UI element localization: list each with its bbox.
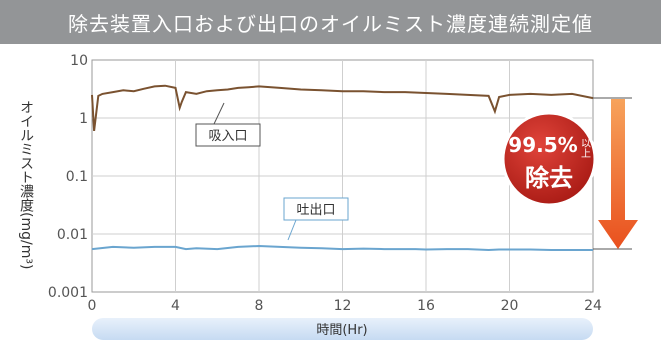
y-tick-label: 10: [70, 53, 88, 69]
outlet-callout: 吐出口: [283, 197, 349, 241]
y-tick-label: 1: [79, 111, 88, 127]
reduction-arrow: [598, 99, 638, 249]
y-tick-label: 0.1: [66, 169, 88, 185]
y-tick-label: 0.01: [57, 227, 88, 243]
y-axis-title: オイルミスト濃度(mg/m³): [18, 100, 34, 269]
x-axis-title-bar: [92, 318, 593, 340]
x-axis-title: 時間(Hr): [316, 323, 367, 338]
x-tick-label: 0: [88, 298, 97, 314]
reduction-badge: 99.5% 以上 除去: [501, 111, 597, 207]
y-tick-label: 0.001: [48, 285, 88, 301]
y-ticks: 10 1 0.1 0.01 0.001: [48, 53, 88, 301]
outlet-label: 吐出口: [296, 203, 335, 218]
inlet-label: 吸入口: [208, 129, 247, 144]
series-line-outlet: [91, 244, 593, 252]
series-line-inlet: [91, 84, 594, 132]
reduction-value: 99.5%: [508, 133, 577, 157]
x-tick-label: 12: [334, 298, 352, 314]
inlet-callout: 吸入口: [195, 102, 261, 147]
reduction-suffix: 以上: [579, 138, 591, 158]
x-ticks: 0 4 8 12 16 20 24: [88, 298, 602, 314]
x-tick-label: 20: [501, 298, 519, 314]
title-bar: 除去装置入口および出口のオイルミスト濃度連続測定値: [0, 0, 661, 44]
chart-title: 除去装置入口および出口のオイルミスト濃度連続測定値: [68, 11, 593, 36]
x-tick-label: 24: [584, 298, 602, 314]
x-tick-label: 8: [255, 298, 264, 314]
x-tick-label: 4: [171, 298, 180, 314]
x-tick-label: 16: [417, 298, 435, 314]
grid: [92, 60, 593, 292]
reduction-label: 除去: [525, 164, 573, 192]
